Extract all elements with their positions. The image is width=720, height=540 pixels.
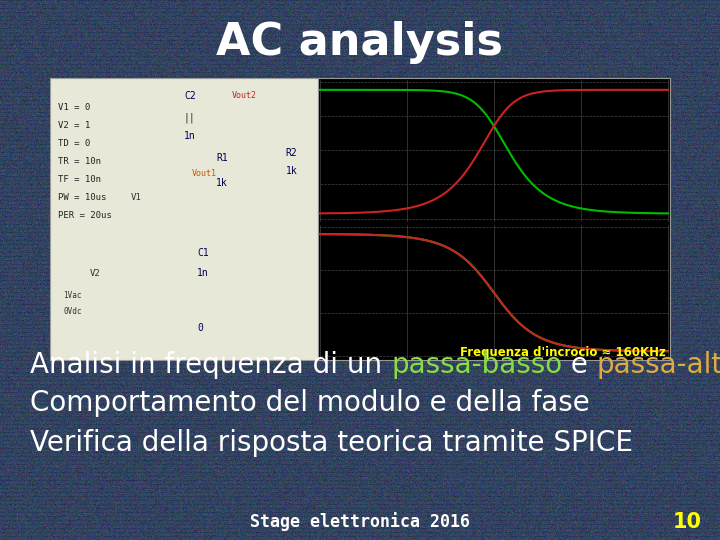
Text: Verifica della risposta teorica tramite SPICE: Verifica della risposta teorica tramite …	[30, 429, 633, 457]
Text: passa-alto: passa-alto	[597, 351, 720, 379]
Text: 1n: 1n	[184, 131, 196, 141]
Text: 1Vac: 1Vac	[63, 292, 82, 300]
Text: V1 = 0: V1 = 0	[58, 104, 90, 112]
Text: 10: 10	[673, 512, 702, 532]
Text: Comportamento del modulo e della fase: Comportamento del modulo e della fase	[30, 389, 590, 417]
Text: Vout2: Vout2	[232, 91, 257, 100]
Text: passa-basso: passa-basso	[391, 351, 562, 379]
Text: Stage elettronica 2016: Stage elettronica 2016	[250, 512, 470, 531]
Text: e: e	[562, 351, 597, 379]
Text: 1n: 1n	[197, 268, 209, 278]
Text: AC analysis: AC analysis	[217, 21, 503, 64]
Text: Vout1: Vout1	[192, 168, 217, 178]
Bar	[50, 78, 318, 360]
Text: Analisi in frequenza di un: Analisi in frequenza di un	[30, 351, 391, 379]
Text: 1k: 1k	[216, 178, 228, 188]
Text: V1: V1	[130, 193, 141, 202]
Text: R1: R1	[216, 153, 228, 163]
Text: TR = 10n: TR = 10n	[58, 158, 101, 166]
Bar	[318, 78, 670, 360]
Text: 0: 0	[197, 323, 203, 333]
Text: C2: C2	[184, 91, 196, 101]
Text: Frequenza d'incrocio ≈ 160KHz: Frequenza d'incrocio ≈ 160KHz	[460, 346, 666, 359]
Text: 1k: 1k	[286, 166, 297, 176]
Text: ||: ||	[184, 113, 196, 123]
Text: R2: R2	[286, 148, 297, 158]
Text: 0Vdc: 0Vdc	[63, 307, 82, 315]
Text: PER = 20us: PER = 20us	[58, 212, 112, 220]
Text: V2: V2	[90, 268, 101, 278]
Text: PW = 10us: PW = 10us	[58, 193, 107, 202]
Text: V2 = 1: V2 = 1	[58, 122, 90, 131]
Text: TF = 10n: TF = 10n	[58, 176, 101, 185]
Text: TD = 0: TD = 0	[58, 139, 90, 148]
Text: C1: C1	[197, 248, 209, 258]
